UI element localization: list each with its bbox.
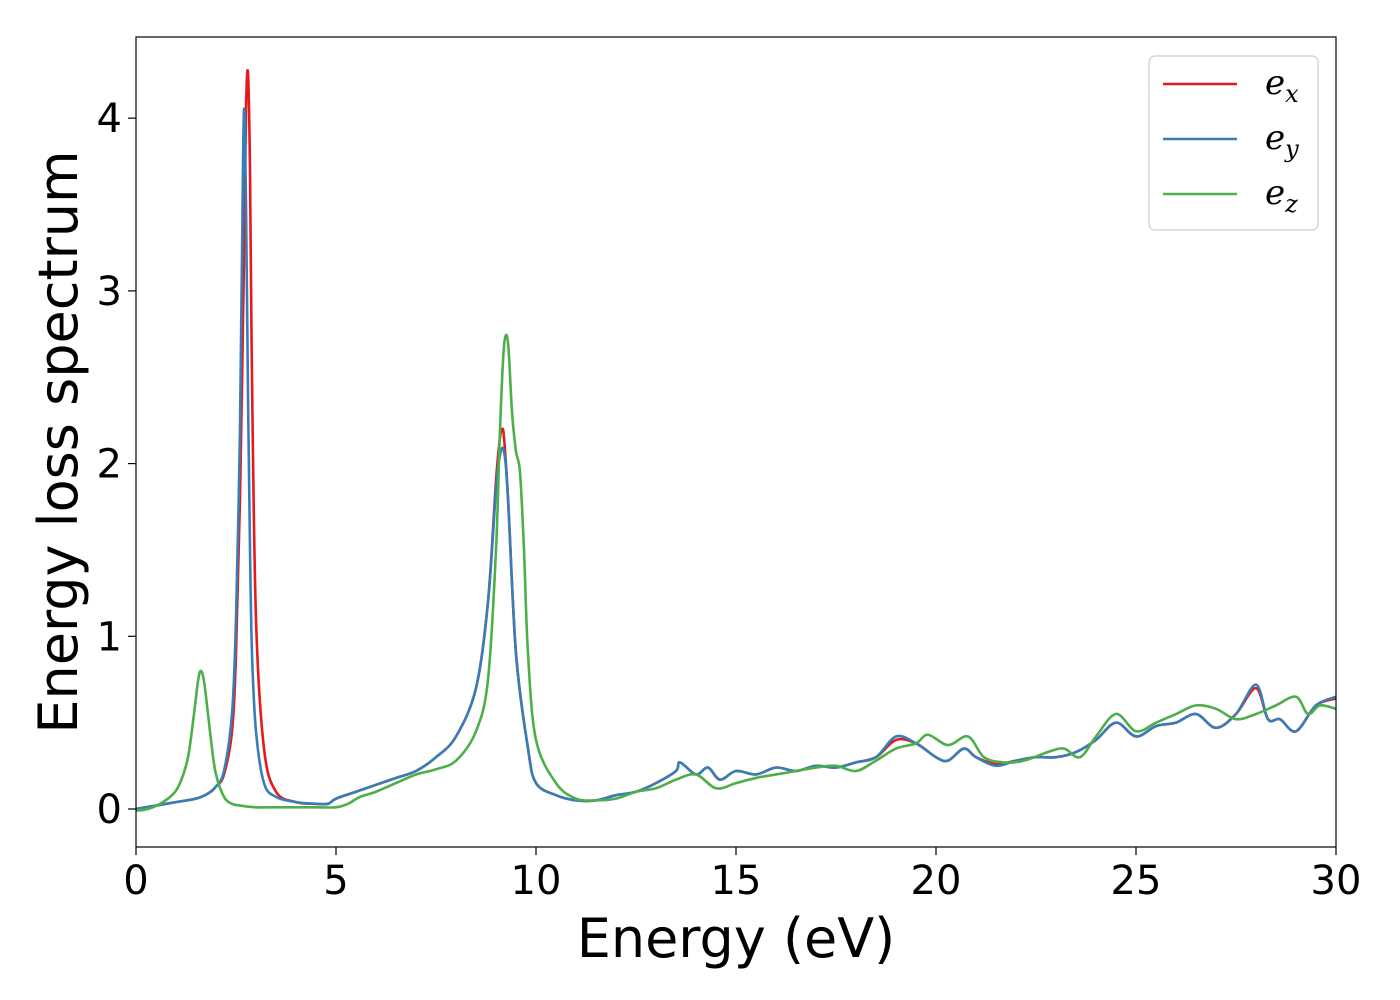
x-tick-label: 20: [911, 858, 962, 904]
x-tick-label: 10: [511, 858, 562, 904]
legend-label-z: ez: [1265, 173, 1298, 218]
y-tick-label: 3: [97, 269, 122, 315]
x-axis: 0 5 10 15 20 25 30: [123, 847, 1361, 904]
x-tick-label: 30: [1311, 858, 1362, 904]
y-tick-label: 0: [97, 787, 122, 833]
legend-label-y: ey: [1265, 118, 1299, 163]
y-tick-label: 4: [97, 96, 122, 142]
legend-label-x: ex: [1265, 63, 1299, 108]
series-line-z: [136, 333, 1336, 813]
y-tick-label: 2: [97, 442, 122, 488]
y-axis-title: Energy loss spectrum: [27, 150, 90, 733]
series-layer: [136, 69, 1336, 813]
y-axis: 0 1 2 3 4: [97, 96, 136, 833]
x-tick-label: 0: [123, 858, 148, 904]
y-tick-label: 1: [97, 614, 122, 660]
legend: ex ey ez: [1148, 55, 1319, 231]
x-axis-title: Energy (eV): [577, 907, 896, 970]
x-tick-label: 25: [1111, 858, 1162, 904]
legend-box: [1148, 55, 1319, 231]
x-tick-label: 5: [323, 858, 348, 904]
x-tick-label: 15: [711, 858, 762, 904]
